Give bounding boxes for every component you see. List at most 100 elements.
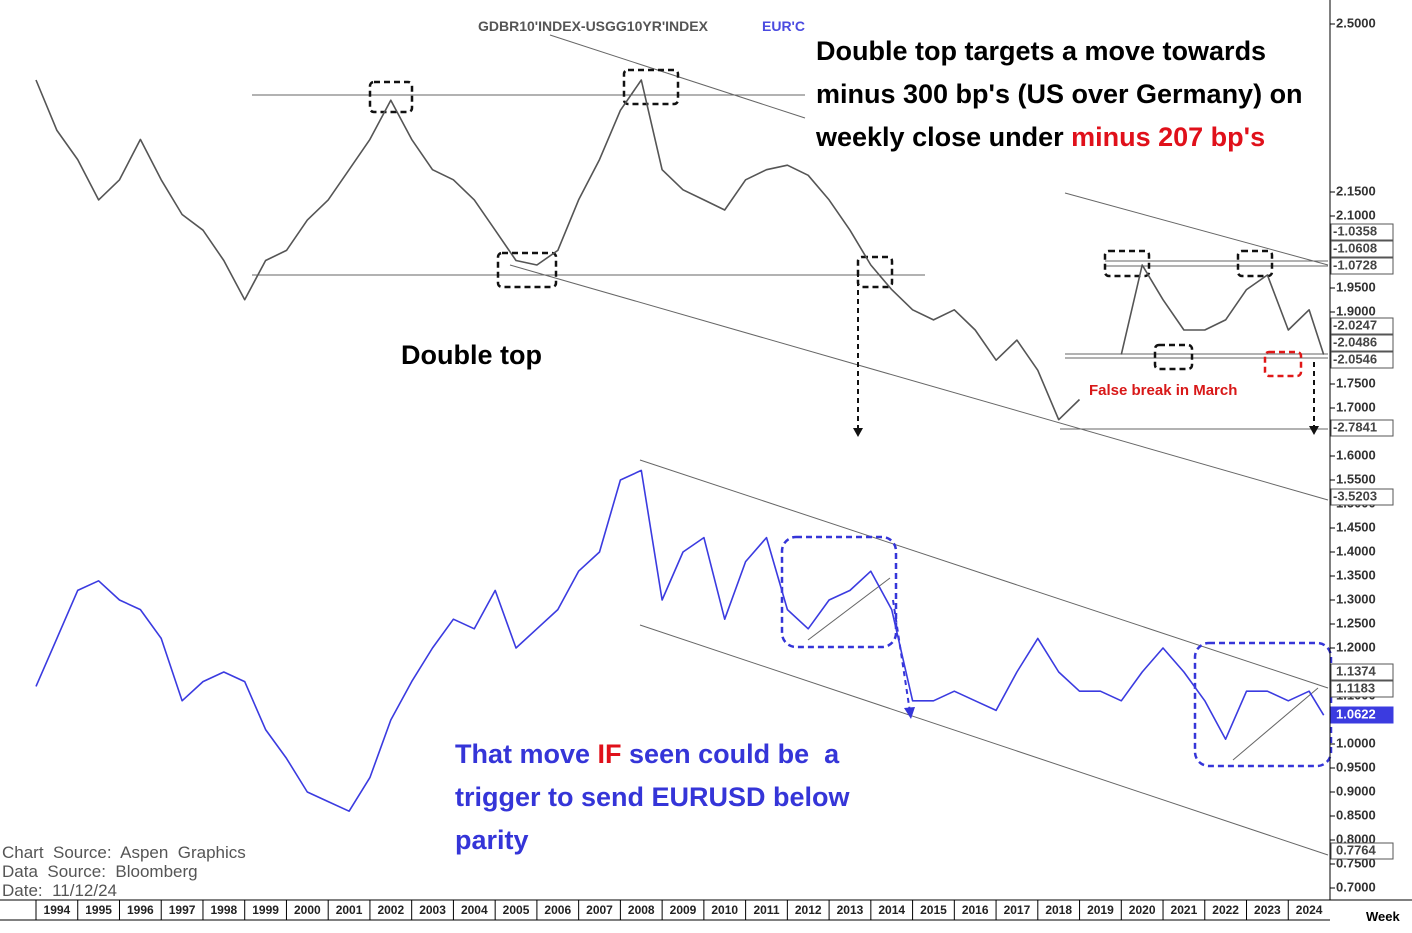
x-tick-label: 2004 [461,903,488,917]
annotation-highlight: IF [597,739,622,769]
value-badge [1330,334,1394,352]
value-badge-label: -3.5203 [1333,488,1377,503]
value-badge-label: -1.0358 [1333,223,1377,238]
y-tick-label: 1.7500 [1336,375,1376,390]
x-tick-label: 1994 [44,903,71,917]
source: Date: 11/12/24 [2,881,117,900]
x-tick-label: 2009 [670,903,697,917]
arrows [853,272,1319,719]
y-tick-label: 1.6000 [1336,447,1376,462]
x-tick-label: 2012 [795,903,822,917]
headline-text: weekly close under [816,122,1072,152]
y-tick-label: 1.5500 [1336,471,1376,486]
value-badge [1330,663,1394,681]
value-badge [1330,240,1394,258]
value-badge-label: 0.7764 [1336,842,1377,857]
annotation: That move IF seen could be a trigger to … [455,733,850,862]
x-tick-label: 1998 [210,903,237,917]
y-tick-label: 1.2500 [1336,615,1376,630]
frequency-label: Week [1366,909,1400,924]
x-tick-label: 1995 [85,903,112,917]
x-tick-label: 2016 [962,903,989,917]
x-tick-label: 2013 [837,903,864,917]
annotation-text: parity [455,825,529,855]
x-tick-label: 2002 [377,903,404,917]
y-tick-label: 0.9500 [1336,759,1376,774]
x-tick-label: 2008 [628,903,655,917]
y-tick-label: 1.9000 [1336,303,1376,318]
annotation-lines [252,34,1329,856]
legend-entry: EUR'C [762,18,805,34]
source: Chart Source: Aspen Graphics [2,843,246,862]
value-badge [1330,706,1394,724]
series-line [35,79,1325,421]
y-tick-label: 0.9000 [1336,783,1376,798]
value-badge-label: -2.0247 [1333,317,1377,332]
x-tick-label: 2015 [920,903,947,917]
value-badge [1330,842,1394,860]
value-badge-label: 1.1183 [1336,680,1375,695]
value-badge [1330,680,1394,698]
x-tick-label: 2022 [1212,903,1239,917]
annotation-text: trigger to send EURUSD below [455,782,850,812]
value-badge [1330,317,1394,335]
x-tick-label: 2006 [544,903,571,917]
annotation: False break in March [1089,382,1238,399]
value-badge [1330,419,1394,437]
value-badge-label: -2.7841 [1333,419,1377,434]
y-tick-label: 1.3500 [1336,567,1376,582]
x-tick-label: 1996 [127,903,154,917]
annotation-text: seen could be a [621,739,840,769]
x-tick-label: 2001 [336,903,363,917]
x-tick-label: 2014 [878,903,905,917]
pattern-boxes [368,68,1333,768]
x-tick-label: 2024 [1296,903,1323,917]
legend-entry: GDBR10'INDEX-USGG10YR'INDEX [478,18,708,34]
x-tick-label: 2019 [1087,903,1114,917]
y-tick-label: 1.4500 [1336,519,1376,534]
y-tick-label: 2.1000 [1336,207,1376,222]
value-badge-label: -2.0486 [1333,334,1377,349]
y-tick-label: 0.7000 [1336,879,1376,894]
x-tick-label: 2017 [1004,903,1031,917]
series-line [35,469,1325,812]
source: Data Source: Bloomberg [2,862,198,881]
y-tick-label: 2.5000 [1336,15,1376,30]
x-tick-label: 2007 [586,903,613,917]
value-badge-label: -1.0728 [1333,257,1377,272]
x-tick-label: 1997 [169,903,196,917]
headline: Double top targets a move towards minus … [812,30,1307,159]
y-tick-label: 0.8500 [1336,807,1376,822]
headline-text: minus 300 bp's (US over Germany) on [816,79,1303,109]
annotation-text: That move [455,739,598,769]
y-tick-label: 1.7000 [1336,399,1376,414]
y-tick-label: 2.1500 [1336,183,1376,198]
y-tick-label: 1.9500 [1336,279,1376,294]
value-badge [1330,351,1394,369]
headline-text: Double top targets a move towards [816,36,1267,66]
value-badge-label: 1.1374 [1336,663,1377,678]
y-tick-label: 1.4000 [1336,543,1376,558]
x-tick-label: 2005 [503,903,530,917]
y-tick-label: 1.2000 [1336,639,1376,654]
x-tick-label: 2011 [753,903,779,917]
y-tick-label: 1.0000 [1336,735,1376,750]
x-tick-label: 2003 [419,903,446,917]
x-tick-label: 2021 [1171,903,1198,917]
annotation: Double top [401,340,542,370]
value-badge-label: 1.0622 [1336,706,1376,721]
x-tick-label: 1999 [252,903,279,917]
value-badge-label: -1.0608 [1333,240,1377,255]
value-badge [1330,223,1394,241]
y-tick-label: 1.3000 [1336,591,1376,606]
x-tick-label: 2000 [294,903,321,917]
value-badge [1330,488,1394,506]
x-tick-label: 2023 [1254,903,1281,917]
x-tick-label: 2010 [711,903,738,917]
headline-highlight: minus 207 bp's [1071,122,1266,152]
x-tick-label: 2020 [1129,903,1156,917]
x-tick-label: 2018 [1045,903,1072,917]
value-badge-label: -2.0546 [1333,351,1377,366]
